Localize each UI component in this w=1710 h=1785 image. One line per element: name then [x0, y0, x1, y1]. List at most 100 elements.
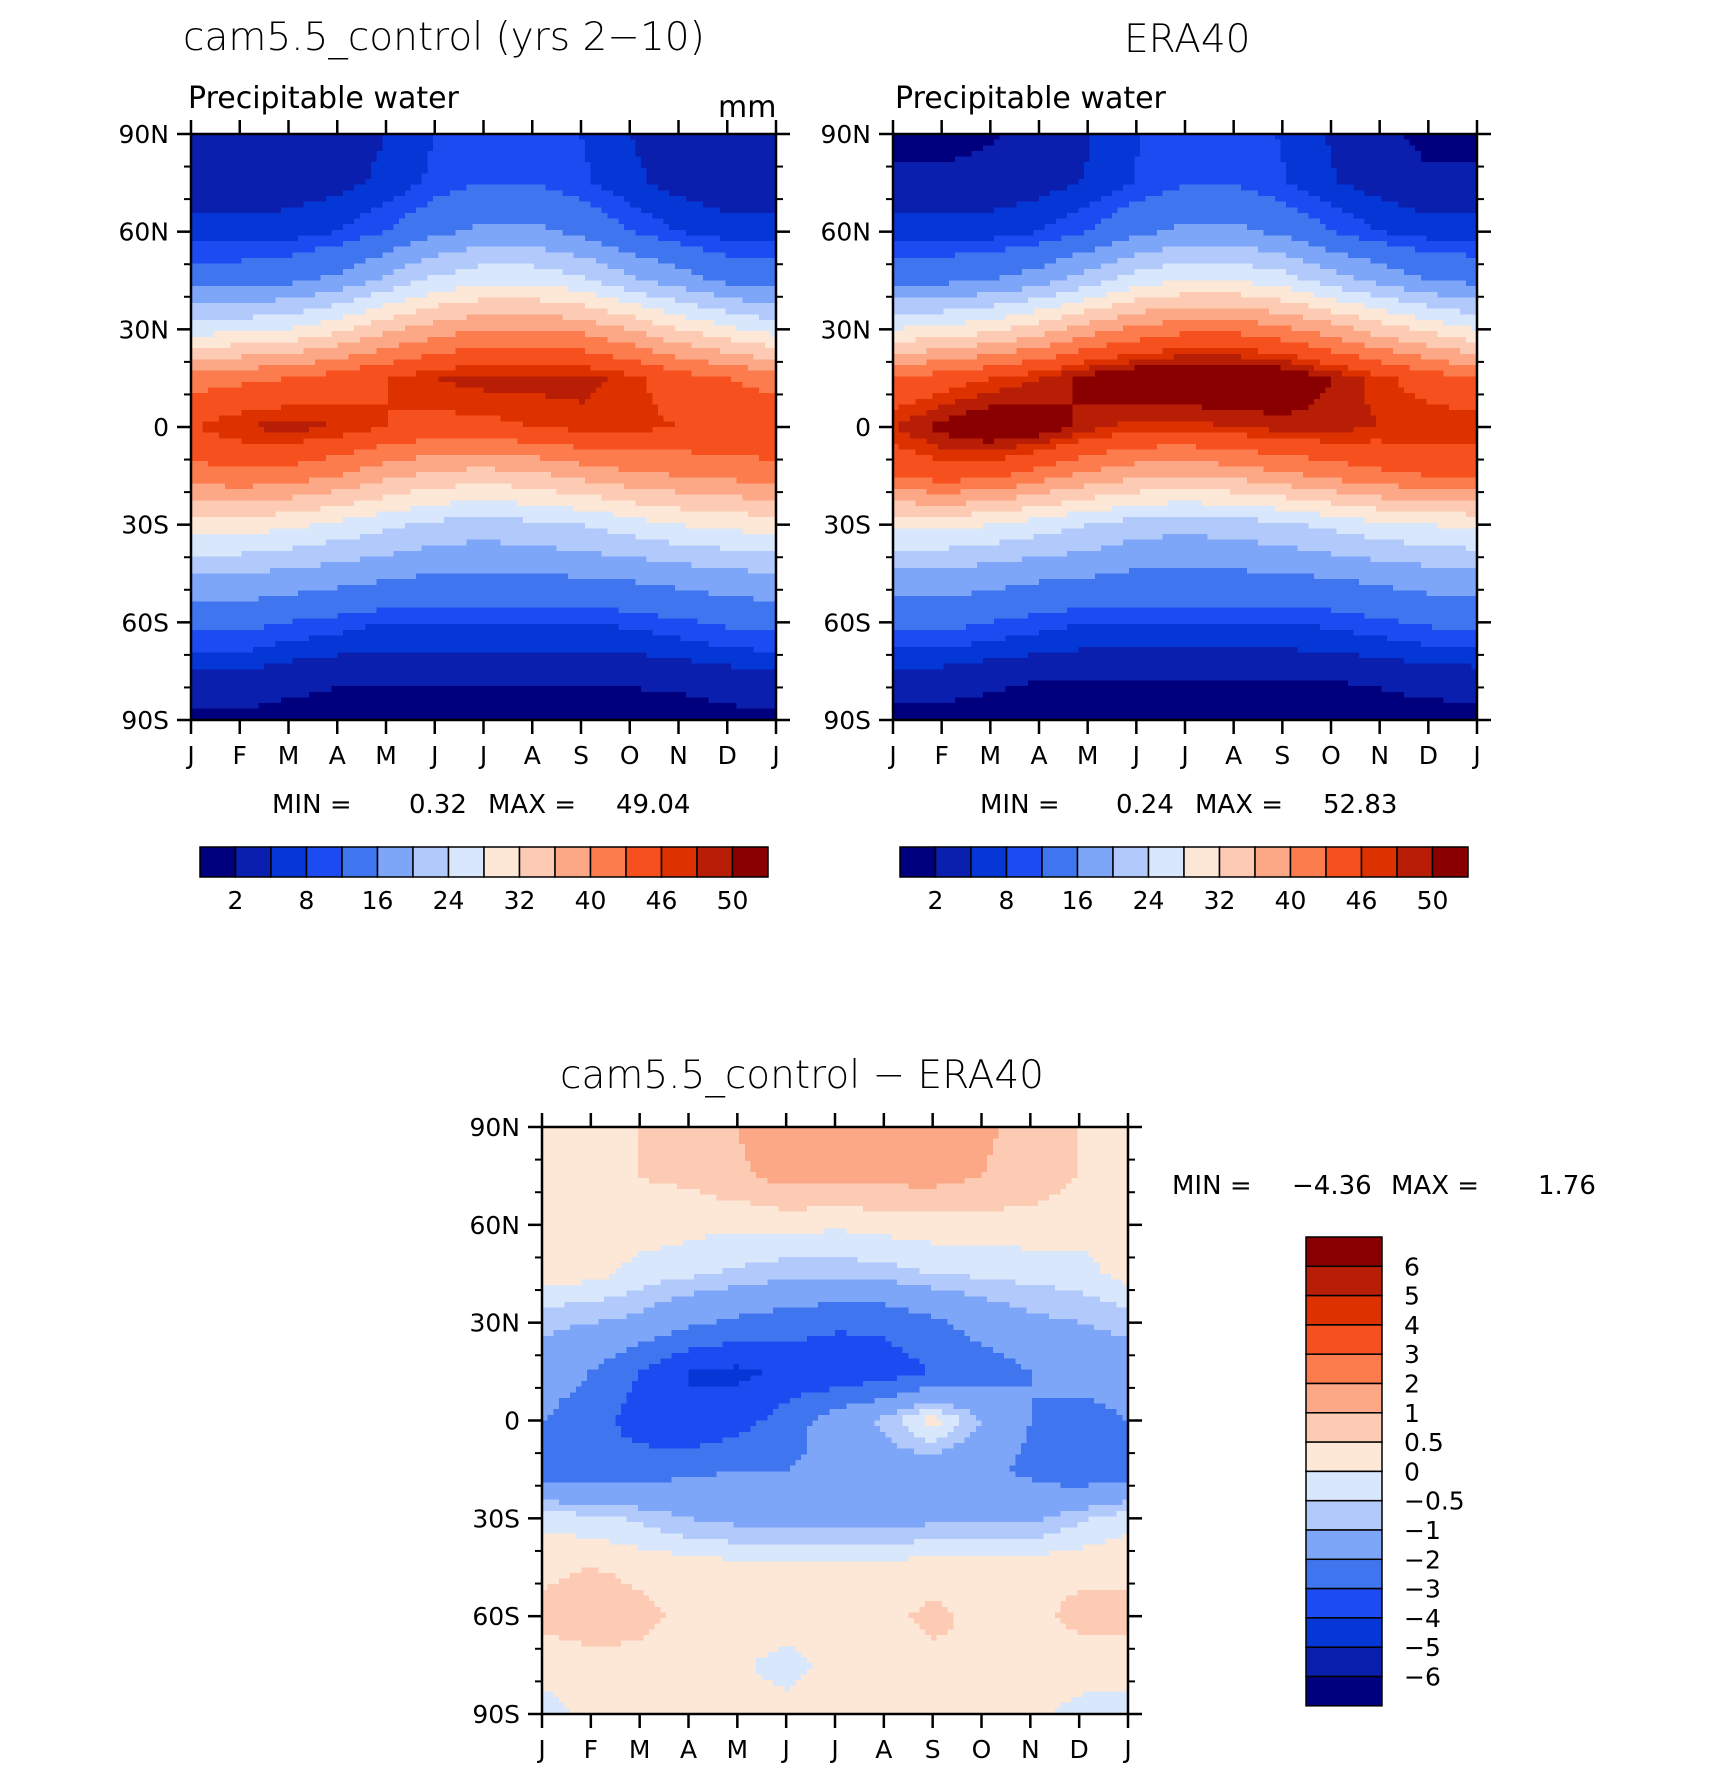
heatmap-cell [342, 150, 350, 158]
heatmap-cell [607, 257, 614, 265]
heatmap-cell [534, 381, 541, 389]
heatmap-cell [404, 280, 411, 287]
heatmap-cell [725, 376, 732, 383]
heatmap-cell [461, 381, 468, 389]
heatmap-cell [337, 325, 344, 332]
heatmap-cell [657, 331, 665, 338]
heatmap-cell [365, 207, 372, 214]
heatmap-cell [191, 246, 198, 253]
heatmap-cell [281, 359, 288, 366]
heatmap-cell [365, 190, 372, 197]
heatmap-cell [629, 342, 636, 349]
heatmap-cell [359, 269, 366, 276]
heatmap-cell [562, 167, 569, 175]
heatmap-cell [477, 308, 485, 315]
heatmap-cell [416, 331, 423, 338]
heatmap-cell [641, 252, 648, 259]
heatmap-cell [247, 314, 254, 321]
heatmap-cell [517, 241, 524, 248]
heatmap-cell [691, 218, 698, 225]
heatmap-cell [731, 280, 738, 287]
heatmap-cell [399, 393, 406, 400]
heatmap-cell [449, 246, 456, 253]
heatmap-cell [584, 162, 591, 169]
heatmap-cell [652, 291, 659, 298]
heatmap-cell [494, 190, 501, 197]
heatmap-cell [567, 348, 575, 355]
heatmap-cell [663, 241, 670, 248]
heatmap-cell [539, 297, 546, 304]
heatmap-cell [522, 331, 530, 338]
heatmap-cell [461, 184, 468, 191]
heatmap-cell [252, 286, 260, 293]
heatmap-cell [354, 319, 361, 327]
heatmap-cell [438, 353, 445, 360]
heatmap-cell [528, 241, 535, 248]
heatmap-cell [286, 246, 293, 253]
heatmap-cell [680, 156, 687, 163]
heatmap-cell [731, 195, 738, 203]
heatmap-cell [427, 336, 434, 344]
heatmap-cell [584, 269, 591, 276]
heatmap-cell [483, 398, 490, 406]
heatmap-cell [247, 207, 254, 214]
heatmap-cell [393, 387, 400, 394]
heatmap-cell [652, 252, 659, 259]
heatmap-cell [770, 263, 777, 270]
heatmap-cell [213, 218, 220, 225]
heatmap-cell [326, 224, 333, 231]
heatmap-cell [483, 314, 490, 321]
heatmap-cell [438, 359, 445, 366]
heatmap-cell [427, 348, 434, 355]
heatmap-cell [236, 387, 243, 394]
heatmap-cell [331, 269, 338, 276]
heatmap-cell [196, 173, 203, 180]
heatmap-cell [691, 173, 698, 180]
heatmap-cell [241, 336, 248, 344]
heatmap-cell [702, 241, 710, 248]
heatmap-cell [579, 319, 586, 327]
heatmap-cell [286, 229, 293, 237]
heatmap-cell [371, 319, 378, 327]
heatmap-cell [466, 336, 473, 344]
heatmap-cell [191, 162, 198, 169]
heatmap-cell [657, 393, 665, 400]
heatmap-cell [567, 308, 575, 315]
heatmap-cell [753, 387, 760, 394]
heatmap-cell [686, 325, 693, 332]
heatmap-cell [674, 353, 681, 360]
heatmap-cell [404, 179, 411, 186]
heatmap-cell [697, 190, 704, 197]
heatmap-cell [297, 167, 305, 175]
heatmap-cell [213, 139, 220, 146]
heatmap-cell [590, 336, 597, 344]
heatmap-cell [753, 348, 760, 355]
heatmap-cell [399, 365, 406, 372]
heatmap-cell [702, 195, 710, 203]
heatmap-cell [303, 365, 310, 372]
heatmap-cell [506, 308, 513, 315]
heatmap-cell [354, 179, 361, 186]
heatmap-cell [230, 393, 237, 400]
heatmap-cell [500, 207, 507, 214]
heatmap-cell [421, 365, 428, 372]
heatmap-cell [213, 235, 220, 242]
heatmap-cell [652, 359, 659, 366]
heatmap-cell [517, 173, 524, 180]
heatmap-cell [297, 303, 305, 310]
heatmap-cell [753, 212, 760, 220]
heatmap-cell [241, 387, 248, 394]
heatmap-cell [736, 353, 743, 360]
heatmap-cell [207, 173, 215, 180]
heatmap-cell [331, 139, 338, 146]
heatmap-cell [281, 190, 288, 197]
heatmap-cell [674, 218, 681, 225]
heatmap-cell [393, 319, 400, 327]
heatmap-cell [641, 145, 648, 152]
heatmap-cell [506, 393, 513, 400]
heatmap-cell [444, 229, 451, 237]
heatmap-cell [612, 257, 620, 265]
heatmap-cell [731, 252, 738, 259]
heatmap-cell [697, 173, 704, 180]
heatmap-cell [292, 246, 299, 253]
